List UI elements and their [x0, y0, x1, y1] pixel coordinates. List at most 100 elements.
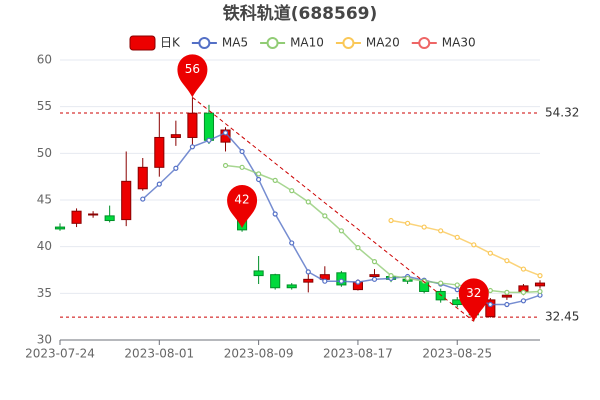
legend-item: 日K: [129, 35, 181, 51]
ma-line: [390, 219, 541, 277]
candle-body: [54, 226, 66, 230]
y-tick-label: 55: [37, 99, 52, 113]
ma-point: [355, 279, 361, 285]
candle-body: [71, 210, 82, 224]
ma-point: [256, 171, 262, 177]
ma-point: [520, 266, 527, 272]
candle-body: [501, 294, 512, 298]
ma-point: [140, 196, 146, 202]
ma-point: [537, 288, 543, 295]
ma-point: [504, 258, 510, 264]
ma-point: [256, 176, 262, 183]
ma-point: [404, 275, 411, 281]
ma-point: [322, 213, 328, 219]
mark-pin: [458, 278, 489, 322]
mark-line-label: 32.45: [545, 310, 579, 324]
legend-label: MA5: [222, 36, 248, 50]
ma-point: [454, 282, 460, 288]
chart-title: 铁科轨道(688569): [223, 3, 378, 24]
x-tick-label: 2023-08-17: [323, 347, 393, 361]
candle-body: [203, 112, 215, 141]
candle-body: [253, 270, 264, 277]
legend-label: MA30: [442, 36, 476, 50]
y-tick-label: 40: [37, 239, 52, 253]
ma-point: [173, 165, 179, 171]
candle-body: [137, 166, 148, 190]
ma-point: [438, 228, 444, 234]
candle-body: [270, 274, 281, 289]
ma-point: [388, 217, 394, 224]
mark-line-label: 54.32: [545, 106, 579, 120]
ma-point: [222, 130, 229, 136]
legend-icon: [266, 37, 279, 49]
ma-point: [305, 269, 311, 275]
ma-point: [189, 144, 196, 150]
trend-line: [192, 96, 475, 322]
ma-point: [305, 199, 311, 205]
y-tick-label: 35: [37, 286, 52, 300]
candle-body: [88, 213, 99, 216]
ma-point: [371, 259, 378, 265]
candle-body: [121, 180, 132, 221]
ma-point: [471, 242, 477, 248]
ma-point: [272, 177, 278, 183]
y-tick-label: 60: [37, 53, 52, 67]
legend-item: MA5: [191, 36, 248, 50]
ma-point: [454, 287, 460, 293]
ma-point: [504, 289, 510, 295]
x-tick-label: 2023-08-09: [224, 347, 294, 361]
candle-body: [435, 290, 446, 301]
ma-point: [388, 273, 394, 279]
candle-body: [534, 282, 546, 287]
ma-point: [421, 224, 427, 230]
legend-icon: [418, 37, 431, 49]
ma-point: [206, 137, 212, 143]
ma-point: [487, 301, 493, 308]
y-tick-label: 50: [37, 146, 52, 160]
ma-point: [454, 234, 460, 240]
legend-icon: [198, 37, 211, 49]
legend-item: MA10: [260, 36, 324, 50]
ma-point: [520, 289, 527, 295]
ma-point: [520, 298, 527, 304]
mark-label: 56: [185, 62, 200, 76]
ma-point: [504, 301, 510, 308]
candle-body: [170, 134, 181, 138]
mark-pin: [177, 54, 208, 98]
legend-icon: [129, 35, 156, 51]
mark-point: 42: [227, 185, 258, 228]
y-tick-label: 30: [37, 333, 52, 347]
legend-label: MA10: [290, 36, 324, 50]
ma-point: [355, 245, 361, 251]
ma-point: [272, 211, 278, 217]
x-tick-label: 2023-08-01: [124, 347, 194, 361]
mark-label: 32: [466, 286, 481, 300]
candle-body: [220, 129, 231, 143]
legend-icon: [342, 37, 355, 49]
ma-point: [404, 220, 411, 226]
candle-body: [187, 112, 198, 138]
x-tick-label: 2023-07-24: [25, 347, 95, 361]
ma-point: [371, 276, 378, 282]
ma-point: [222, 162, 229, 169]
candle-body: [485, 299, 496, 318]
ma-point: [289, 240, 295, 246]
legend-label: MA20: [366, 36, 400, 50]
mark-point: 56: [177, 54, 208, 98]
x-tick-label: 2023-08-25: [422, 347, 492, 361]
candle-body: [369, 274, 380, 278]
mark-point: 32: [458, 278, 489, 322]
candle-body: [104, 215, 115, 222]
ma-point: [239, 148, 245, 155]
candle-body: [303, 278, 314, 283]
ma-point: [289, 188, 295, 194]
ma-point: [537, 273, 543, 279]
candle-body: [154, 136, 165, 168]
candle-body: [286, 284, 297, 289]
ma-point: [239, 164, 245, 170]
legend-label: 日K: [160, 36, 181, 50]
ma-point: [487, 250, 493, 256]
legend-item: MA30: [411, 36, 476, 50]
ma-point: [338, 228, 344, 234]
